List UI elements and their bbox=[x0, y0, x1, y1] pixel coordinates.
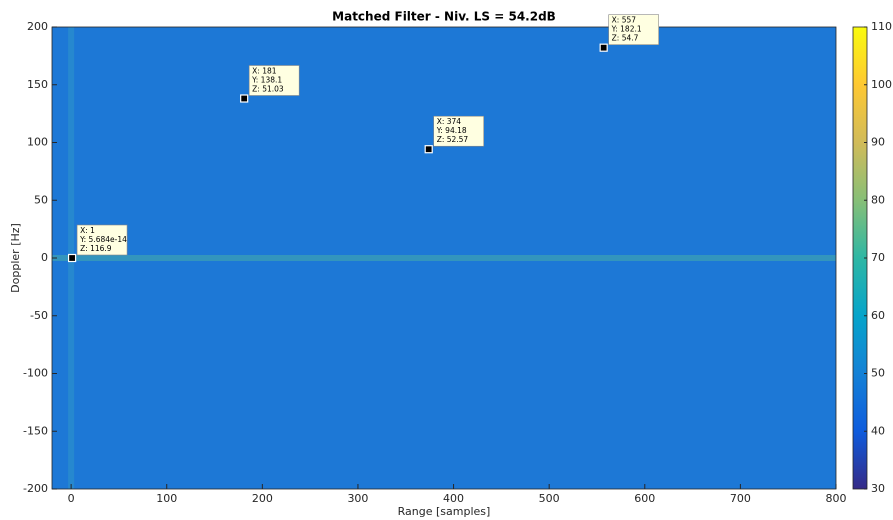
colorbar-tick-label: 30 bbox=[871, 482, 885, 495]
ridge bbox=[52, 255, 836, 261]
datatip-text: X: 181 bbox=[252, 66, 277, 75]
colorbar-tick-label: 70 bbox=[871, 251, 885, 264]
datatip-text: Z: 54.7 bbox=[612, 34, 639, 43]
chart-title: Matched Filter - Niv. LS = 54.2dB bbox=[332, 10, 556, 24]
colorbar-tick-label: 110 bbox=[871, 20, 892, 33]
x-tick-label: 100 bbox=[156, 492, 177, 505]
datatip-text: Y: 182.1 bbox=[611, 25, 642, 34]
x-tick-label: 700 bbox=[730, 492, 751, 505]
colorbar-tick-label: 40 bbox=[871, 424, 885, 437]
datatip-text: Z: 116.9 bbox=[80, 244, 112, 253]
datatip-text: Y: 5.684e-14 bbox=[79, 235, 127, 244]
x-tick-label: 800 bbox=[826, 492, 847, 505]
datatip-text: X: 557 bbox=[612, 16, 637, 25]
datatip-box bbox=[433, 115, 485, 147]
datatip-marker bbox=[240, 94, 249, 103]
colorbar-tick-label: 50 bbox=[871, 367, 885, 380]
y-tick-label: 50 bbox=[34, 193, 48, 206]
y-axis-label: Doppler [Hz] bbox=[9, 223, 22, 293]
x-tick-label: 200 bbox=[252, 492, 273, 505]
datatip: X: 1Y: 5.684e-14Z: 116.9 bbox=[67, 224, 128, 263]
y-tick-label: 0 bbox=[41, 251, 48, 264]
y-tick-label: -100 bbox=[23, 367, 48, 380]
datatip-box bbox=[248, 65, 300, 96]
datatip-marker bbox=[424, 145, 433, 154]
y-tick-label: -150 bbox=[23, 424, 48, 437]
y-tick-label: 150 bbox=[27, 78, 48, 91]
x-axis-label: Range [samples] bbox=[398, 505, 491, 518]
colorbar-tick-label: 90 bbox=[871, 136, 885, 149]
x-tick-label: 600 bbox=[634, 492, 655, 505]
datatip-text: X: 1 bbox=[80, 226, 95, 235]
datatip-text: Y: 138.1 bbox=[251, 75, 282, 84]
colorbar-tick-label: 60 bbox=[871, 309, 885, 322]
datatip-marker bbox=[67, 253, 77, 263]
datatip-text: Z: 52.57 bbox=[437, 135, 469, 144]
colorbar-tick-label: 80 bbox=[871, 193, 885, 206]
x-tick-label: 300 bbox=[347, 492, 368, 505]
x-tick-label: 400 bbox=[443, 492, 464, 505]
y-tick-label: 200 bbox=[27, 20, 48, 33]
x-tick-label: 0 bbox=[68, 492, 75, 505]
x-tick-label: 500 bbox=[539, 492, 560, 505]
datatip-box bbox=[76, 224, 128, 256]
heatmap-background bbox=[52, 27, 836, 489]
y-tick-label: -200 bbox=[23, 482, 48, 495]
datatip-text: Y: 94.18 bbox=[436, 126, 467, 135]
colorbar-tick-label: 100 bbox=[871, 78, 892, 91]
y-tick-label: 100 bbox=[27, 136, 48, 149]
y-tick-label: -50 bbox=[30, 309, 48, 322]
datatip-text: Z: 51.03 bbox=[252, 84, 284, 93]
datatip-text: X: 374 bbox=[437, 117, 462, 126]
datatip-marker bbox=[599, 43, 608, 52]
datatip-box bbox=[608, 14, 659, 45]
